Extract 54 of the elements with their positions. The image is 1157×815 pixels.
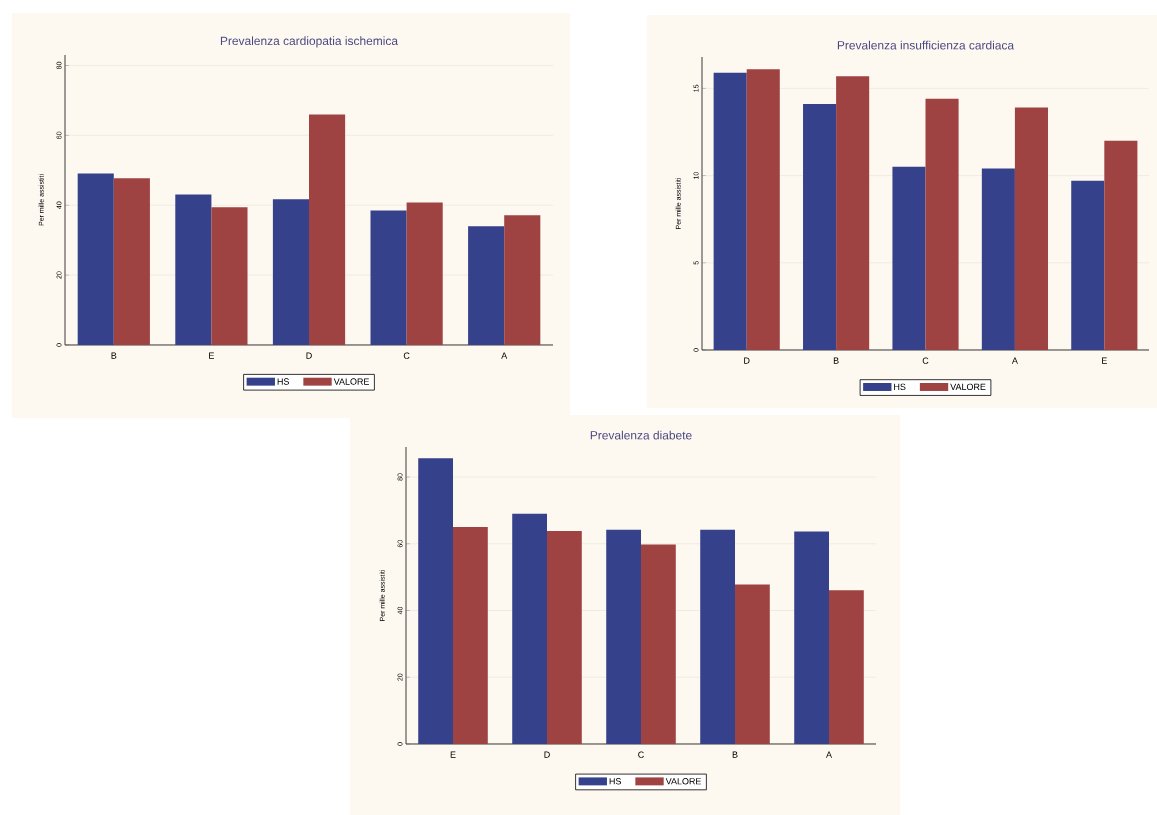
bar — [925, 98, 959, 350]
x-tick-label: B — [111, 352, 117, 359]
x-tick-label: A — [1011, 357, 1018, 364]
bar — [892, 166, 926, 350]
x-tick-label: E — [450, 751, 456, 758]
bar — [1014, 107, 1048, 350]
bar — [746, 69, 780, 350]
bar — [453, 527, 488, 744]
x-tick-label: E — [209, 352, 215, 359]
chart-title: Prevalenza insufficienza cardiaca — [837, 40, 1015, 50]
x-tick-label: D — [306, 352, 312, 359]
x-tick-label: D — [744, 357, 750, 364]
bar — [406, 202, 443, 345]
legend-label: VALORE — [950, 383, 986, 391]
bar — [606, 529, 641, 744]
bar — [1071, 180, 1105, 350]
chart-title: Prevalenza diabete — [590, 430, 692, 440]
bar — [700, 529, 735, 744]
bar — [211, 207, 248, 345]
bar — [713, 72, 747, 350]
bar — [113, 178, 150, 345]
bar — [512, 513, 547, 744]
bar — [370, 210, 407, 345]
legend-label: HS — [894, 383, 906, 391]
chart-title: Prevalenza cardiopatia ischemica — [220, 36, 398, 48]
bar — [272, 199, 309, 345]
x-tick-label: C — [638, 751, 644, 758]
bar — [175, 194, 212, 345]
bar — [547, 531, 582, 744]
x-tick-label: A — [826, 751, 832, 758]
x-tick-label: C — [403, 352, 410, 359]
bar — [829, 590, 864, 744]
legend-label: HS — [277, 378, 289, 385]
x-tick-label: D — [544, 751, 550, 758]
legend-label: VALORE — [665, 778, 702, 785]
x-tick-label: A — [501, 352, 508, 359]
bar — [794, 531, 829, 744]
bar — [309, 114, 346, 345]
bar — [418, 458, 453, 744]
legend-label: VALORE — [333, 378, 370, 385]
bar — [468, 226, 505, 345]
x-tick-label: C — [922, 357, 929, 364]
bar — [735, 584, 770, 744]
bar — [1104, 140, 1138, 350]
x-tick-label: B — [732, 751, 738, 758]
bar — [504, 215, 541, 345]
bar — [641, 544, 676, 744]
x-tick-label: B — [833, 357, 839, 364]
bar — [803, 104, 837, 350]
bar — [77, 173, 114, 345]
legend-label: HS — [609, 778, 621, 785]
bar — [836, 76, 870, 350]
x-tick-label: E — [1102, 357, 1107, 364]
bar — [981, 168, 1015, 350]
